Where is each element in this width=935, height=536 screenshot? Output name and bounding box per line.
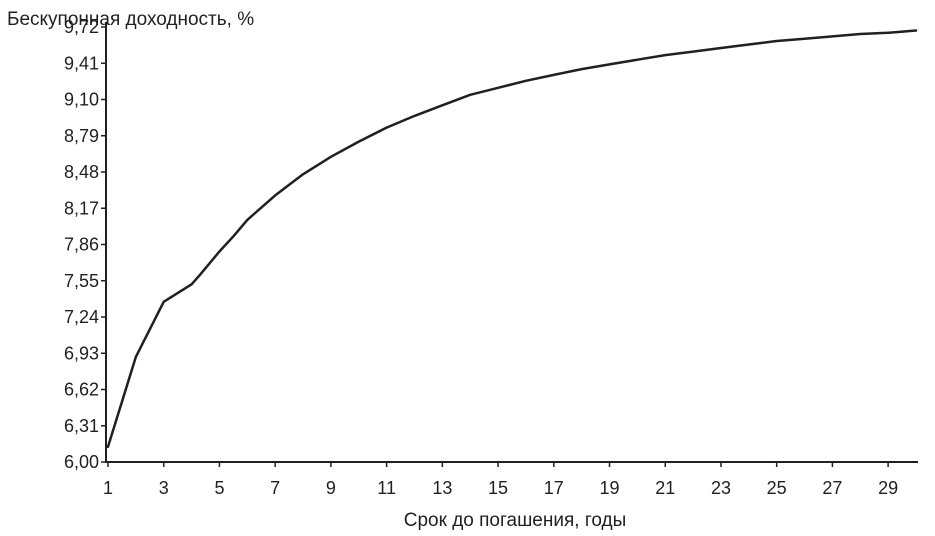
y-tick-label: 7,24 xyxy=(64,307,99,327)
x-tick-label: 5 xyxy=(214,478,224,498)
y-tick-label: 6,31 xyxy=(64,416,99,436)
x-tick-label: 23 xyxy=(711,478,731,498)
x-tick-label: 15 xyxy=(488,478,508,498)
x-tick-label: 3 xyxy=(159,478,169,498)
y-axis-ticks: 6,00 6,31 6,62 6,93 7,24 7,55 7,86 8,17 8,48 8,79… xyxy=(64,17,106,472)
x-axis-title: Срок до погашения, годы xyxy=(403,510,627,531)
x-tick-label: 7 xyxy=(270,478,280,498)
y-tick-label: 7,86 xyxy=(64,235,99,255)
x-tick-label: 29 xyxy=(878,478,898,498)
x-tick-label: 1 xyxy=(103,478,113,498)
x-axis-ticks: 1 3 5 7 9 11 13 15 17 19 21 23 25 27 29 xyxy=(103,462,898,498)
x-tick-label: 19 xyxy=(600,478,620,498)
yield-curve-line xyxy=(106,29,918,449)
y-tick-label: 6,62 xyxy=(64,380,99,400)
y-tick-label: 9,72 xyxy=(64,17,99,37)
x-tick-label: 25 xyxy=(767,478,787,498)
y-tick-label: 8,79 xyxy=(64,126,99,146)
y-tick-label: 9,41 xyxy=(64,53,99,73)
y-tick-label: 9,10 xyxy=(64,90,99,110)
y-tick-label: 8,17 xyxy=(64,198,99,218)
y-tick-label: 7,55 xyxy=(64,271,99,291)
y-tick-label: 8,48 xyxy=(64,162,99,182)
x-tick-label: 21 xyxy=(655,478,675,498)
y-axis-title: Бескупонная доходность, % xyxy=(7,9,255,30)
x-tick-label: 9 xyxy=(326,478,336,498)
y-tick-label: 6,00 xyxy=(64,452,99,472)
y-tick-label: 6,93 xyxy=(64,343,99,363)
x-tick-label: 13 xyxy=(432,478,452,498)
chart-series xyxy=(106,29,918,449)
x-tick-label: 11 xyxy=(377,478,396,498)
x-tick-label: 17 xyxy=(544,478,564,498)
x-tick-label: 27 xyxy=(822,478,842,498)
